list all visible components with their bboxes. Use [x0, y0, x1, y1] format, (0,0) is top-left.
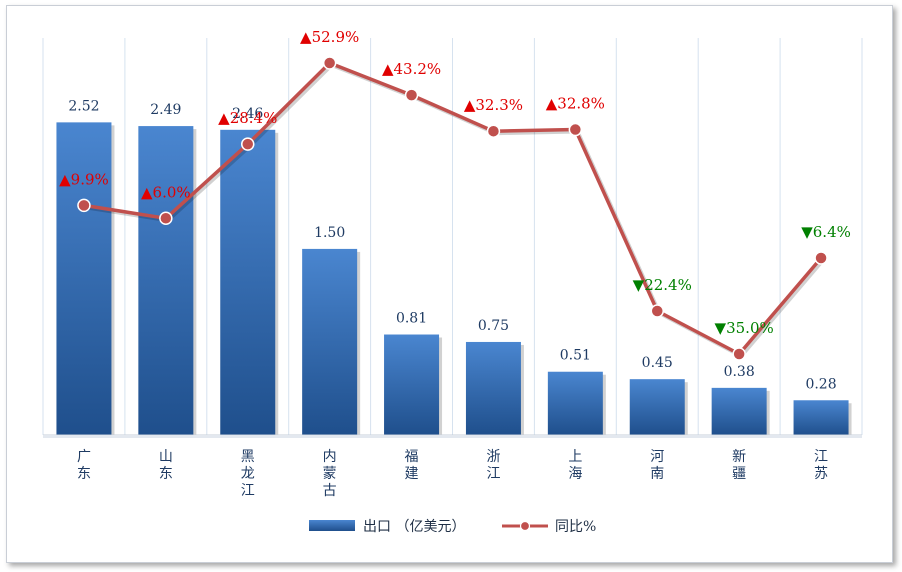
line-series [77, 56, 828, 361]
line-value-label: ▼6.4% [801, 223, 851, 241]
bar [547, 371, 603, 435]
line-value-label: ▲52.9% [300, 28, 359, 46]
line-marker [732, 347, 746, 361]
bar-series [56, 122, 852, 439]
bar-value-label: 1.50 [314, 225, 345, 241]
line-marker [486, 124, 501, 138]
line-path [83, 61, 823, 356]
x-axis-shadow [43, 435, 862, 438]
line-value-label: ▲43.2% [382, 60, 441, 78]
line-value-label: ▲6.0% [141, 183, 191, 201]
category-label: 黑龙江 [241, 449, 255, 499]
legend-line-label: 同比% [555, 519, 596, 535]
line-marker [77, 198, 91, 213]
grid-lines [42, 38, 863, 435]
line-marker [568, 122, 583, 137]
category-labels: 广东 山东 黑龙江 内蒙古 福建 浙江 上海 河南 新疆 江苏 [77, 449, 828, 499]
bar [56, 122, 112, 436]
bar-value-label: 2.49 [150, 102, 181, 118]
line-marker [241, 137, 255, 151]
category-label: 浙江 [486, 449, 500, 482]
category-label: 新疆 [732, 449, 746, 482]
line-marker [159, 211, 173, 226]
category-label: 上海 [568, 449, 582, 482]
line-marker [404, 88, 419, 102]
legend-bar-swatch [309, 520, 355, 531]
bar-value-label: 2.52 [68, 98, 99, 114]
line-value-label: ▼22.4% [633, 276, 692, 294]
bar [384, 334, 440, 435]
category-label: 内蒙古 [323, 449, 337, 499]
bar-value-label: 0.81 [396, 311, 427, 327]
bar [629, 379, 685, 435]
bar-value-label: 0.75 [478, 318, 509, 334]
bar [793, 400, 849, 435]
line-marker [814, 251, 828, 265]
line-value-labels: ▲9.9% ▲6.0% ▲28.4% ▲52.9% ▲43.2% ▲32.3% ▲32.8%… [59, 28, 851, 337]
line-value-label: ▲32.3% [464, 96, 523, 114]
legend-bar-label: 出口 （亿美元） [363, 519, 465, 535]
line-shadow [85, 63, 825, 358]
line-marker [322, 56, 337, 70]
bar-value-label: 0.45 [642, 355, 673, 371]
line-value-label: ▲9.9% [59, 170, 109, 188]
x-axis [43, 434, 862, 438]
category-label: 江苏 [814, 449, 828, 482]
bar-value-label: 0.51 [560, 348, 591, 364]
bar-value-labels: 2.52 2.49 2.46 1.50 0.81 0.75 0.51 0.45 0.38 0.28 [68, 98, 836, 392]
legend: 出口 （亿美元） 同比% [309, 519, 596, 535]
category-label: 广东 [77, 449, 91, 482]
bar [302, 248, 358, 435]
bar [465, 341, 521, 435]
bar [711, 387, 767, 435]
line-marker [650, 304, 664, 318]
line-value-label: ▲28.4% [218, 109, 277, 127]
bar [138, 126, 194, 435]
category-label: 河南 [650, 449, 664, 482]
bar [220, 129, 276, 435]
category-label: 福建 [405, 449, 419, 482]
category-label: 山东 [159, 449, 173, 482]
bar-value-label: 2.46 [232, 106, 263, 122]
bar-value-label: 0.28 [805, 376, 836, 392]
line-value-label: ▲32.8% [546, 95, 605, 113]
line-value-label: ▼35.0% [715, 319, 774, 337]
bar-value-label: 0.38 [724, 364, 755, 380]
legend-line-marker [519, 520, 531, 532]
